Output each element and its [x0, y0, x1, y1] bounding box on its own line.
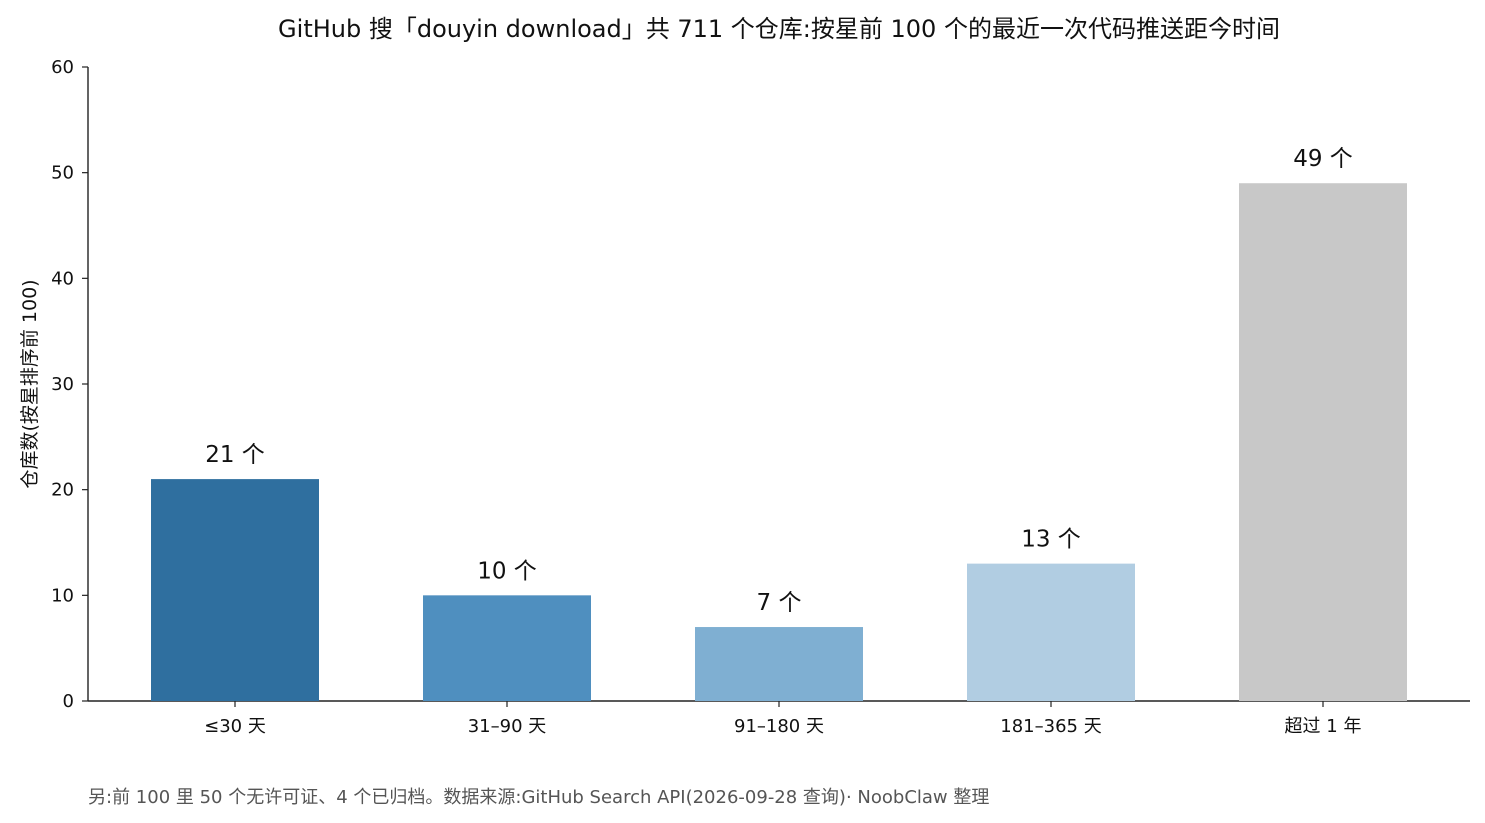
y-tick-label: 40 — [51, 268, 74, 289]
bar — [695, 627, 863, 701]
chart-title: GitHub 搜「douyin download」共 711 个仓库:按星前 1… — [278, 15, 1280, 43]
footnote: 另:前 100 里 50 个无许可证、4 个已归档。数据来源:GitHub Se… — [88, 787, 989, 808]
y-tick-label: 60 — [51, 57, 74, 78]
plot-area: 0 10 20 30 40 50 60 ≤30 天 21 个 31–90 天 10 个 91–180 … — [51, 57, 1470, 737]
bar — [967, 563, 1135, 701]
bar — [423, 595, 591, 701]
data-label: 13 个 — [1021, 527, 1081, 553]
y-tick-label: 0 — [63, 691, 74, 712]
data-label: 10 个 — [477, 558, 537, 584]
data-label: 7 个 — [757, 590, 802, 616]
x-tick-label: 超过 1 年 — [1285, 716, 1362, 737]
data-label: 49 个 — [1293, 146, 1353, 172]
y-tick-label: 50 — [51, 163, 74, 184]
x-tick-label: ≤30 天 — [204, 716, 266, 737]
data-label: 21 个 — [205, 442, 265, 468]
y-tick-label: 30 — [51, 374, 74, 395]
x-tick-label: 31–90 天 — [468, 716, 547, 737]
x-tick-label: 91–180 天 — [734, 716, 824, 737]
y-tick-label: 10 — [51, 585, 74, 606]
bar — [1239, 183, 1407, 701]
y-tick-label: 20 — [51, 480, 74, 501]
x-tick-label: 181–365 天 — [1000, 716, 1101, 737]
y-axis-label: 仓库数(按星排序前 100) — [19, 279, 41, 488]
bar — [151, 479, 319, 701]
